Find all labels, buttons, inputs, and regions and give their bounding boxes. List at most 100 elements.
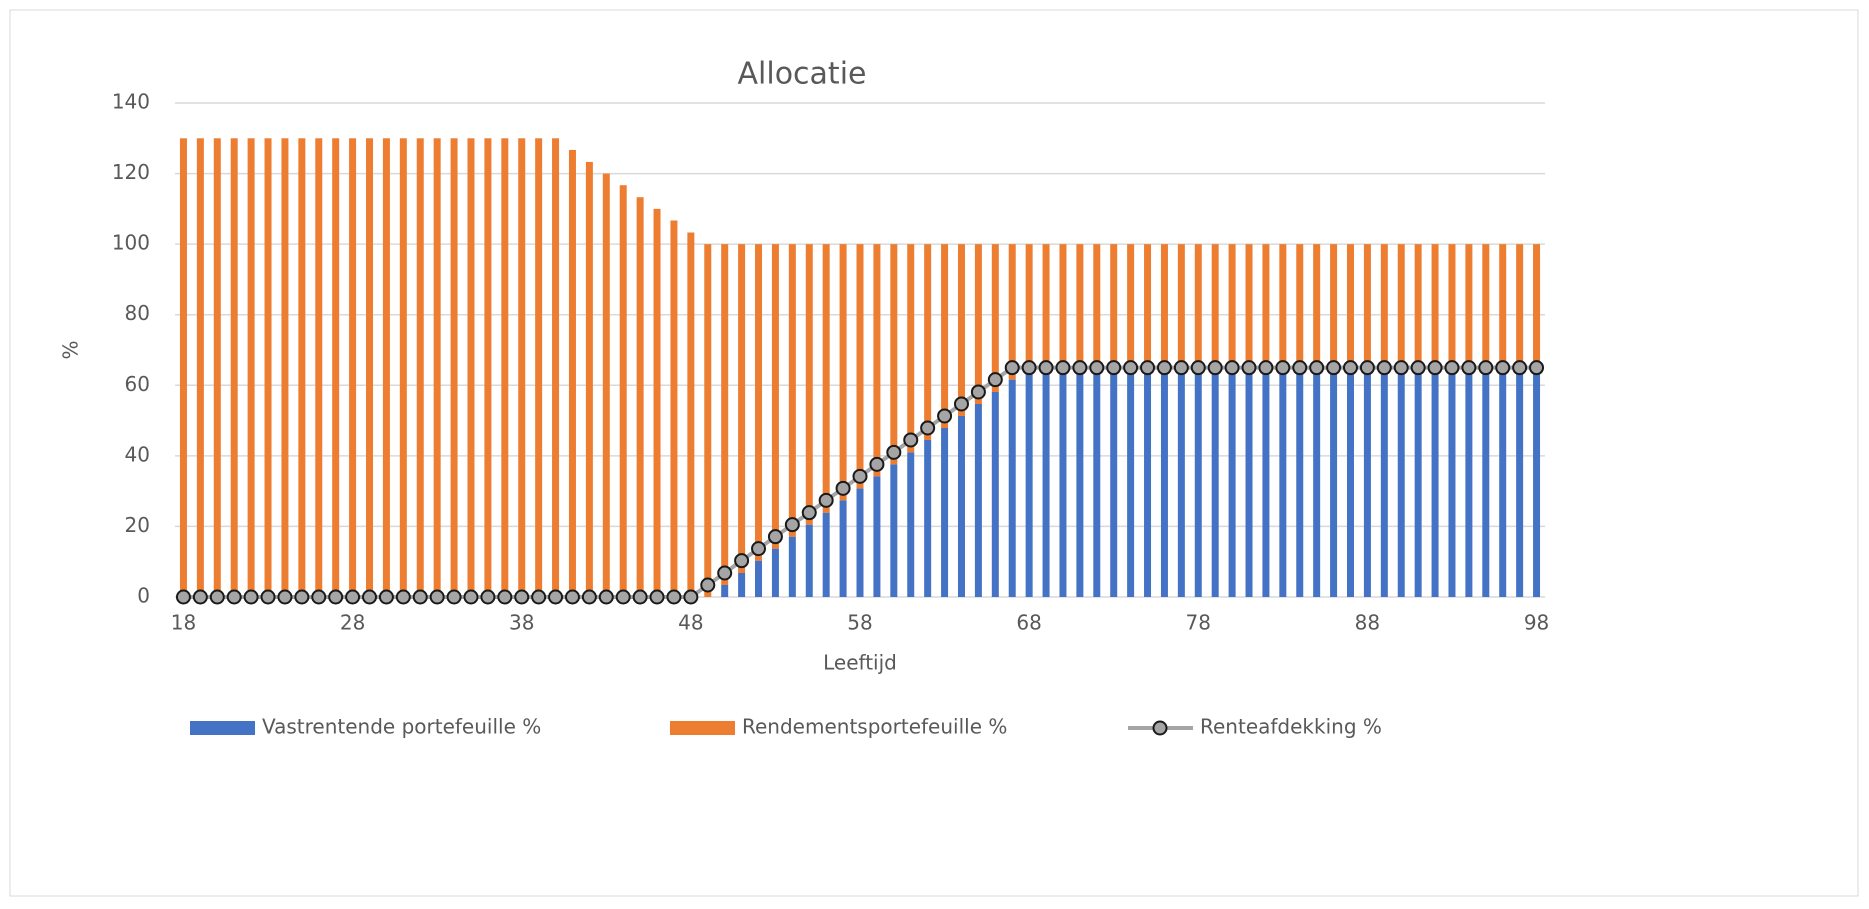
bar: [1042, 367, 1050, 597]
line-marker: [1495, 360, 1511, 376]
bar: [856, 488, 864, 597]
bar: [856, 244, 864, 489]
line-marker: [446, 589, 462, 605]
line-marker: [1393, 360, 1409, 376]
line-marker: [835, 480, 851, 496]
line-marker: [1123, 360, 1139, 376]
bar: [907, 244, 915, 453]
line-marker: [1140, 360, 1156, 376]
line-marker: [581, 589, 597, 605]
line-marker: [1529, 360, 1545, 376]
bar: [433, 138, 441, 598]
line-marker: [294, 589, 310, 605]
line-marker: [717, 565, 733, 581]
bar: [974, 244, 982, 404]
line-marker: [277, 589, 293, 605]
bar: [230, 138, 238, 598]
bar: [1245, 244, 1253, 368]
bar: [1313, 367, 1321, 597]
line-marker: [514, 589, 530, 605]
bar: [1194, 244, 1202, 368]
line-marker: [429, 589, 445, 605]
bar: [298, 138, 306, 598]
x-tick-label: 18: [171, 611, 196, 635]
line-marker: [1156, 360, 1172, 376]
bar: [552, 138, 560, 598]
bar: [1313, 244, 1321, 368]
bar: [957, 415, 965, 597]
bar: [1465, 367, 1473, 597]
x-tick-label: 58: [847, 611, 872, 635]
x-tick-label: 28: [340, 611, 365, 635]
bar: [535, 138, 543, 598]
y-tick-label: 60: [125, 372, 150, 396]
bar: [1414, 244, 1422, 368]
bar: [315, 138, 323, 598]
y-axis-label: %: [59, 340, 83, 359]
line-marker: [615, 589, 631, 605]
bar: [349, 138, 357, 598]
line-marker: [412, 589, 428, 605]
bar: [1025, 367, 1033, 597]
line-marker: [1292, 360, 1308, 376]
bar: [1363, 244, 1371, 368]
bar: [636, 197, 644, 597]
bar: [1262, 367, 1270, 597]
bar: [1414, 367, 1422, 597]
bar: [281, 138, 289, 598]
bar: [738, 573, 746, 597]
bar: [1380, 367, 1388, 597]
bar: [1093, 244, 1101, 368]
bar: [755, 244, 763, 561]
bar: [1144, 244, 1152, 368]
bar: [1076, 367, 1084, 597]
line-marker: [1207, 360, 1223, 376]
bar: [585, 161, 593, 598]
bar: [1482, 367, 1490, 597]
line-marker: [970, 384, 986, 400]
x-tick-label: 38: [509, 611, 534, 635]
line-marker: [1427, 360, 1443, 376]
bar: [755, 560, 763, 597]
y-tick-label: 140: [112, 90, 150, 114]
bar: [1516, 367, 1524, 597]
line-marker: [226, 589, 242, 605]
bar: [1110, 367, 1118, 597]
line-marker: [1072, 360, 1088, 376]
line-marker: [886, 444, 902, 460]
bar: [1448, 244, 1456, 368]
line-marker: [1376, 360, 1392, 376]
bar: [941, 427, 949, 597]
bar: [1296, 244, 1304, 368]
line-marker: [1512, 360, 1528, 376]
bar: [1448, 367, 1456, 597]
bar: [619, 185, 627, 598]
bar: [1262, 244, 1270, 368]
line-marker: [666, 589, 682, 605]
line-marker: [1089, 360, 1105, 376]
legend-swatch: [190, 721, 255, 735]
bar: [1245, 367, 1253, 597]
y-tick-label: 80: [125, 301, 150, 325]
line-marker: [649, 589, 665, 605]
bar: [1330, 244, 1338, 368]
line-marker: [903, 432, 919, 448]
bar: [687, 232, 695, 597]
line-marker: [1004, 360, 1020, 376]
bar: [382, 138, 390, 598]
line-marker: [852, 468, 868, 484]
line-marker: [784, 517, 800, 533]
bar: [1059, 244, 1067, 368]
x-axis-label: Leeftijd: [823, 651, 897, 675]
y-tick-label: 0: [137, 584, 150, 608]
bar: [1431, 244, 1439, 368]
bar: [1042, 244, 1050, 368]
line-marker: [1326, 360, 1342, 376]
line-marker: [869, 456, 885, 472]
line-marker: [260, 589, 276, 605]
bar: [1279, 367, 1287, 597]
bar: [416, 138, 424, 598]
bar: [196, 138, 204, 598]
bar: [1127, 367, 1135, 597]
bar: [839, 244, 847, 501]
